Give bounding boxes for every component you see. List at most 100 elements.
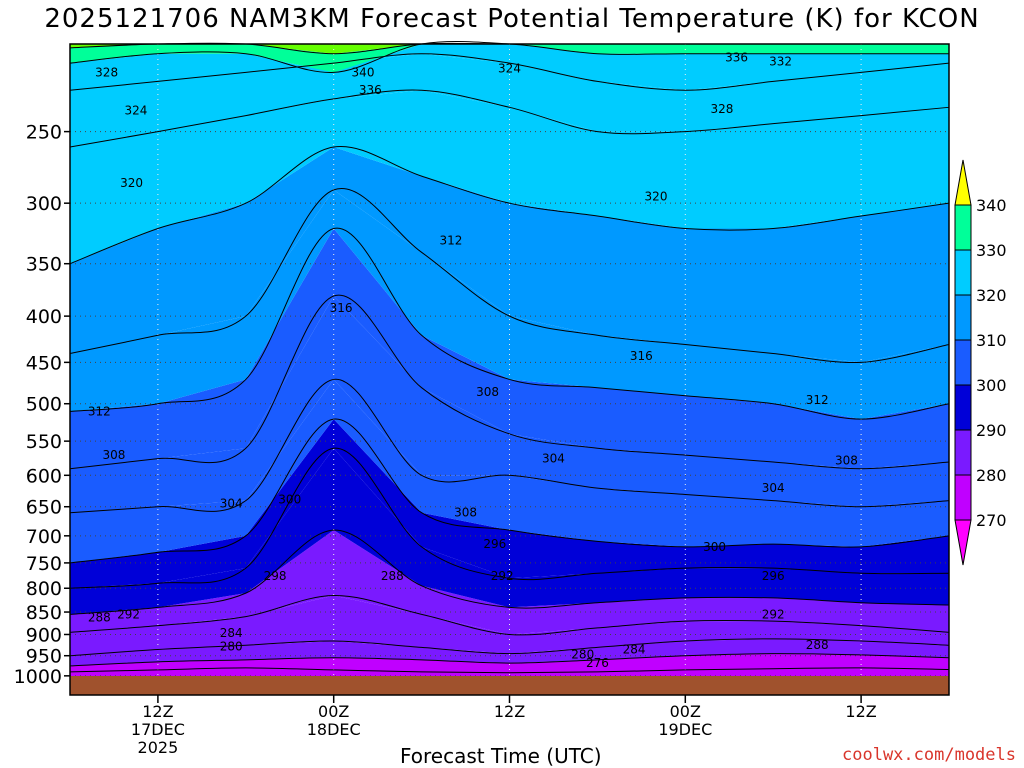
- contour-label: 304: [762, 481, 785, 495]
- contour-label: 284: [220, 626, 243, 640]
- theta-band: [70, 189, 949, 420]
- contour-label: 340: [352, 65, 375, 79]
- contour-label: 288: [381, 569, 404, 583]
- x-tick-label: 19DEC: [658, 720, 712, 739]
- colorbar-segment: [954, 249, 972, 296]
- contour-label: 328: [710, 102, 733, 116]
- contour-label: 320: [645, 190, 668, 204]
- contour-label: 308: [835, 454, 858, 468]
- y-tick-label: 800: [26, 578, 62, 600]
- isentrope-line: [69, 529, 950, 615]
- colorbar-segment: [954, 204, 972, 251]
- y-tick-label: 850: [26, 602, 62, 624]
- x-tick-label: 12Z: [142, 702, 173, 721]
- contour-labels: 328 340 336 324 336 332 324 328 320 320 312 316 316 3…: [88, 51, 858, 671]
- isentrope-line: [69, 447, 950, 589]
- colorbar-label: 290: [976, 421, 1007, 440]
- theta-band: [70, 448, 949, 615]
- colorbar-label: 340: [976, 196, 1007, 215]
- x-tick-label: 00Z: [318, 702, 349, 721]
- contour-label: 292: [491, 569, 514, 583]
- contour-label: 276: [586, 656, 609, 670]
- contour-label: 292: [762, 607, 785, 621]
- isentrope-line: [69, 378, 950, 514]
- contour-label: 296: [483, 537, 506, 551]
- x-tick-label: 12Z: [845, 702, 876, 721]
- contour-label: 284: [623, 642, 646, 656]
- colorbar-segment: [954, 294, 972, 341]
- colorbar-label: 280: [976, 466, 1007, 485]
- y-tick-label: 500: [26, 394, 62, 416]
- contour-label: 298: [264, 569, 287, 583]
- contour-label: 328: [95, 65, 118, 79]
- contour-label: 316: [330, 301, 353, 315]
- y-tick-label: 950: [26, 646, 62, 668]
- isentrope-line: [69, 667, 950, 674]
- contour-label: 324: [124, 104, 147, 118]
- colorbar-label: 330: [976, 241, 1007, 260]
- colorbar-segment: [954, 429, 972, 476]
- site-credit: coolwx.com/models: [842, 745, 1016, 765]
- contour-label: 324: [498, 62, 521, 76]
- theta-band: [70, 44, 949, 54]
- isentrope-line: [69, 653, 950, 667]
- contour-label: 300: [278, 492, 301, 506]
- theta-fill-layer: [70, 44, 949, 695]
- y-tick-label: 250: [26, 122, 62, 144]
- theta-band: [70, 44, 949, 91]
- y-tick-label: 300: [26, 193, 62, 215]
- colorbar-label: 320: [976, 286, 1007, 305]
- y-tick-label: 900: [26, 624, 62, 646]
- theta-band: [70, 44, 949, 73]
- y-tick-label: 350: [26, 254, 62, 276]
- contour-label: 320: [120, 176, 143, 190]
- colorbar-segment: [954, 474, 972, 521]
- contour-label: 304: [542, 452, 565, 466]
- chart-title: 2025121706 NAM3KM Forecast Potential Tem…: [44, 4, 980, 34]
- contour-label: 280: [220, 640, 243, 654]
- colorbar-label: 310: [976, 331, 1007, 350]
- contour-label: 312: [439, 234, 462, 248]
- y-tick-label: 650: [26, 497, 62, 519]
- isentrope-line: [69, 227, 950, 420]
- x-tick-label: 18DEC: [307, 720, 361, 739]
- x-tick-label: 17DEC: [131, 720, 185, 739]
- theta-band: [70, 379, 949, 563]
- contour-label: 292: [117, 607, 140, 621]
- colorbar: 340 330 320 310 300 290 280 270: [954, 159, 1007, 566]
- theta-band: [70, 595, 949, 656]
- colorbar-segment: [954, 339, 972, 386]
- y-tick-label: 750: [26, 553, 62, 575]
- contour-label: 280: [571, 647, 594, 661]
- contour-label: 308: [454, 506, 477, 520]
- contour-label: 288: [806, 638, 829, 652]
- contour-label: 336: [359, 83, 382, 97]
- colorbar-label: 300: [976, 376, 1007, 395]
- contour-label: 304: [220, 497, 243, 511]
- ground-strip: [70, 676, 949, 695]
- contour-label: 300: [703, 540, 726, 554]
- colorbar-label: 270: [976, 511, 1007, 530]
- theta-band: [70, 228, 949, 469]
- isentrope-line: [69, 595, 950, 636]
- isentrope-line: [69, 89, 950, 148]
- isentrope-line: [69, 294, 950, 470]
- contour-label: 332: [769, 54, 792, 68]
- y-tick-label: 600: [26, 465, 62, 487]
- theta-band: [70, 638, 949, 666]
- contour-label: 316: [630, 349, 653, 363]
- contour-label: 308: [476, 385, 499, 399]
- theta-band: [70, 53, 949, 148]
- contour-label: 288: [88, 611, 111, 625]
- x-axis-label: Forecast Time (UTC): [400, 744, 602, 768]
- contour-label: 308: [102, 448, 125, 462]
- y-tick-label: 450: [26, 352, 62, 374]
- contour-label: 312: [88, 404, 111, 418]
- y-tick-label: 700: [26, 526, 62, 548]
- isentrope-contours: [69, 40, 950, 674]
- isentrope-line: [69, 145, 950, 265]
- y-tick-label: 1000: [14, 666, 62, 688]
- isentrope-line: [69, 53, 950, 91]
